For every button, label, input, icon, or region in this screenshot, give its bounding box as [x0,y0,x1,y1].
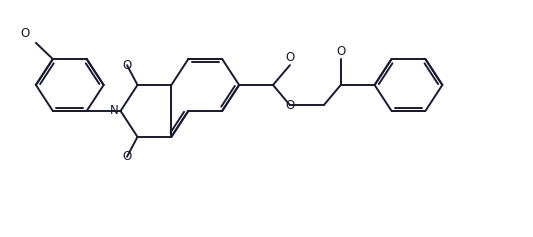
Text: O: O [20,27,30,40]
Text: O: O [285,99,295,112]
Text: O: O [123,150,132,163]
Text: O: O [285,51,295,64]
Text: O: O [123,59,132,72]
Text: O: O [336,45,345,58]
Text: N: N [110,105,118,117]
